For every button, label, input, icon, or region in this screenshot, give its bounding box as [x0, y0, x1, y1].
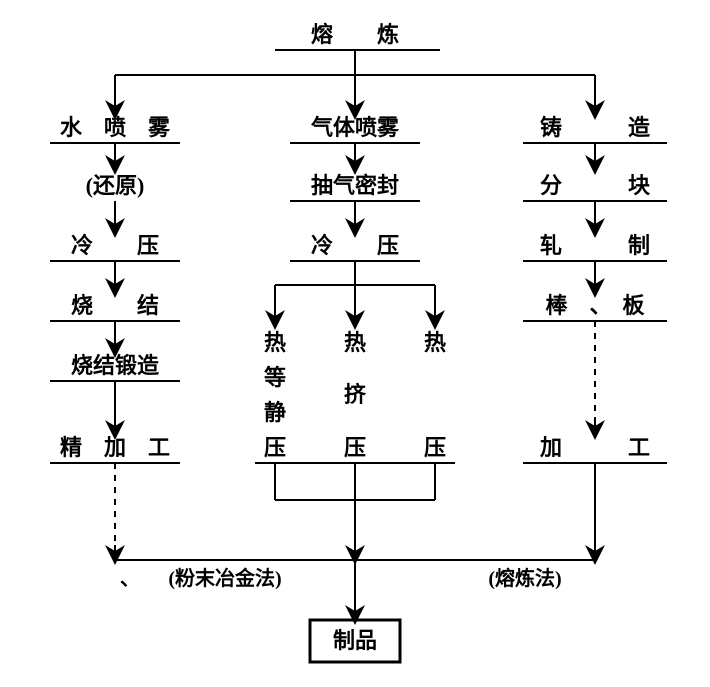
node-left-b: (还原) [86, 173, 145, 198]
node-mid-d1b: 等 [264, 365, 286, 390]
node-mid-d2b: 挤 [344, 382, 367, 407]
node-mid-d1d: 压 [264, 435, 286, 460]
node-mid-d3b: 压 [424, 435, 446, 460]
note-right-method: (熔炼法) [488, 566, 561, 590]
node-right-d: 棒 、 板 [545, 293, 645, 318]
node-left-a: 水 喷 雾 [60, 115, 171, 140]
node-mid-d2a: 热 [344, 330, 366, 355]
note-dot: 、 [120, 568, 140, 590]
node-right-c: 轧 制 [540, 233, 650, 258]
note-left-method: (粉末冶金法) [168, 566, 281, 590]
node-final: 制品 [333, 628, 377, 653]
node-mid-d2c: 压 [344, 435, 366, 460]
node-left-d: 烧 结 [71, 293, 159, 318]
node-mid-b: 抽气密封 [311, 173, 399, 198]
node-left-f: 精 加 工 [60, 435, 170, 460]
node-left-c: 冷 压 [71, 233, 159, 258]
node-right-b: 分 块 [540, 173, 651, 198]
node-right-e: 加 工 [539, 435, 650, 460]
node-left-e: 烧结锻造 [71, 353, 159, 378]
node-mid-c: 冷 压 [311, 233, 399, 258]
node-mid-d3a: 热 [424, 330, 446, 355]
node-root: 熔 炼 [311, 22, 399, 47]
node-mid-d1a: 热 [264, 330, 286, 355]
node-mid-a: 气体喷雾 [310, 115, 400, 140]
node-right-a: 铸 造 [540, 115, 650, 140]
node-mid-d1c: 静 [264, 400, 286, 425]
